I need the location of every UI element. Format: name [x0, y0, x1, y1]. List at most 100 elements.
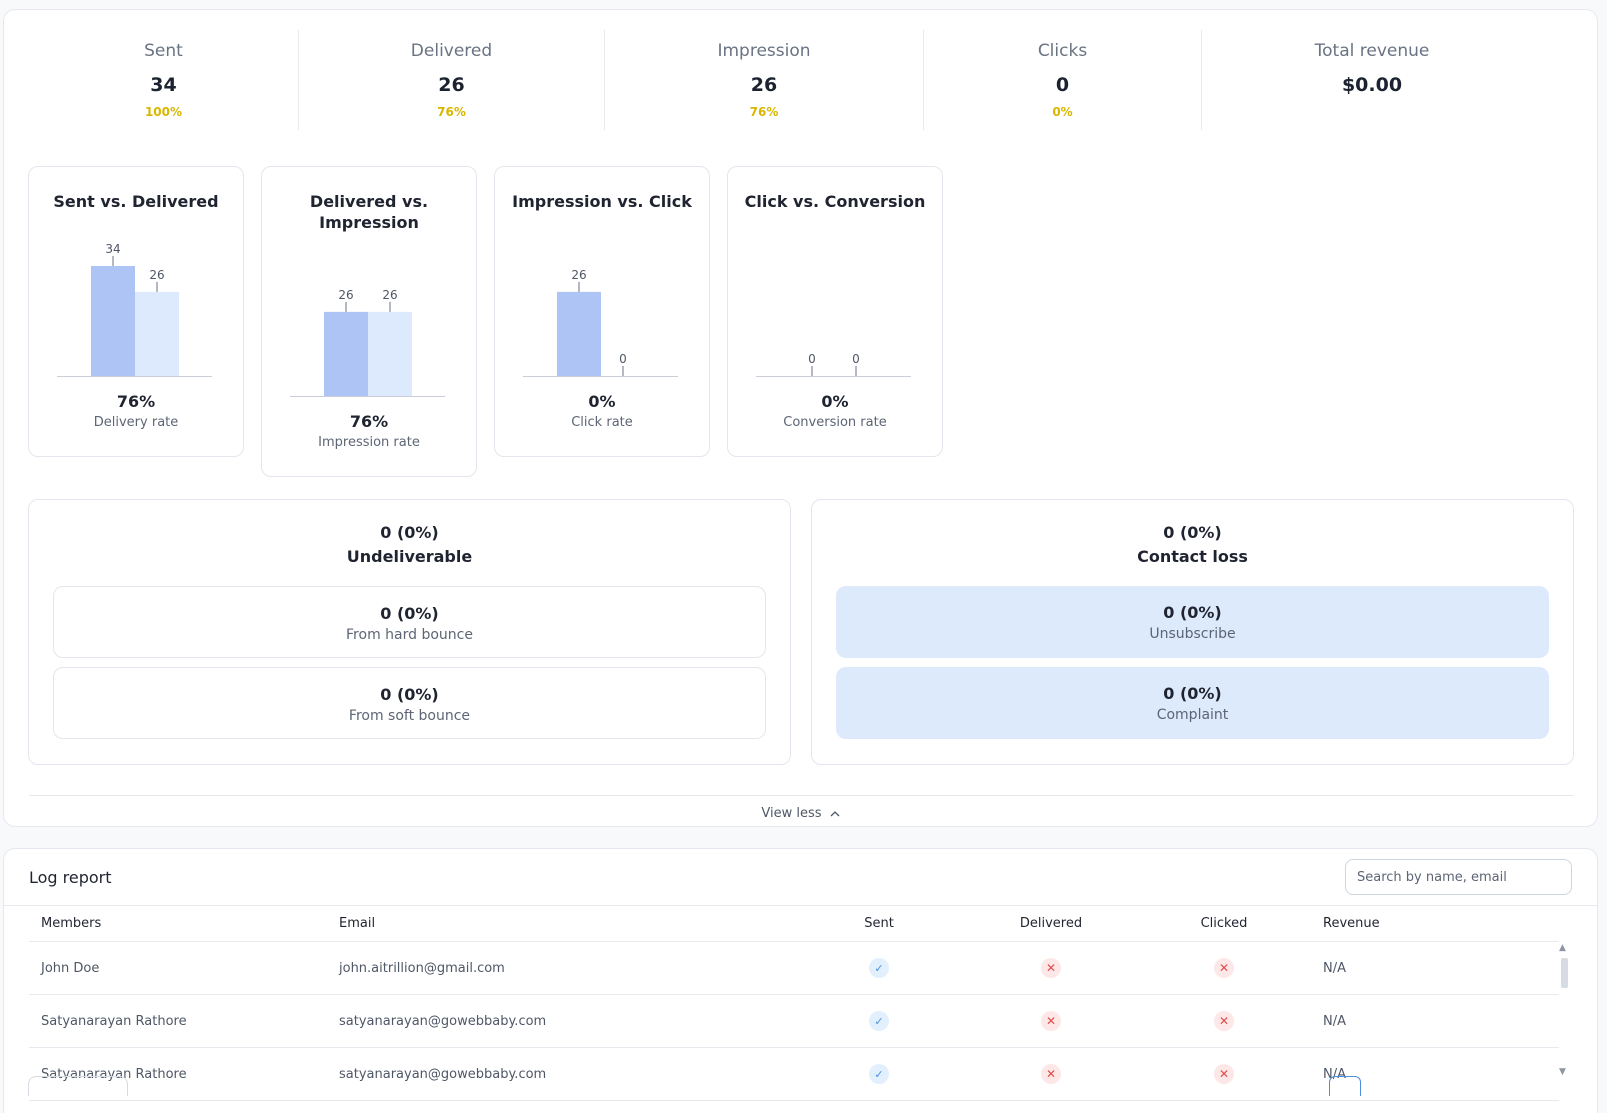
data-label: 0 [852, 352, 860, 366]
table-row[interactable]: Satyanarayan Rathore satyanarayan@gowebb… [29, 1048, 1559, 1101]
chart-delivered-vs-impression: Delivered vs. Impression 26 26 76% Impres… [261, 166, 477, 477]
check-icon: ✓ [869, 1011, 889, 1031]
divider [29, 795, 1574, 796]
log-report-title: Log report [29, 868, 112, 887]
cross-icon: ✕ [1214, 1064, 1234, 1084]
stat-value: 34 [150, 74, 177, 96]
complaint-item: 0 (0%) Complaint [836, 667, 1549, 739]
view-less-label: View less [761, 806, 822, 821]
view-less-toggle[interactable]: View less [4, 806, 1597, 821]
pagination-button[interactable] [1329, 1076, 1361, 1096]
column-header-revenue[interactable]: Revenue [1323, 915, 1380, 931]
stat-label: Impression [717, 41, 811, 61]
hard-bounce-item: 0 (0%) From hard bounce [53, 586, 766, 658]
member-email: satyanarayan@gowebbaby.com [339, 1013, 547, 1029]
delivered-cell: ✕ [1011, 942, 1091, 994]
undeliverable-count: 0 (0%) [380, 523, 439, 542]
rate-value: 0% [588, 392, 616, 411]
table-row[interactable]: Satyanarayan Rathore satyanarayan@gowebb… [29, 995, 1559, 1048]
table-row[interactable]: John Doe john.aitrillion@gmail.com ✓ ✕ ✕… [29, 942, 1559, 995]
data-label: 26 [338, 288, 353, 302]
check-icon: ✓ [869, 958, 889, 978]
scroll-down-arrow-icon[interactable]: ▼ [1559, 1067, 1566, 1077]
column-header-delivered[interactable]: Delivered [1019, 915, 1083, 931]
rate-label: Delivery rate [93, 415, 179, 430]
contact-loss-title: Contact loss [1137, 547, 1248, 566]
table-scrollbar[interactable]: ▲ ▼ [1559, 943, 1569, 1083]
log-table: Members Email Sent Delivered Clicked Rev… [29, 905, 1559, 1101]
item-value: 0 (0%) [380, 685, 439, 704]
column-header-email[interactable]: Email [339, 915, 376, 931]
stat-delivered: Delivered 26 76% [299, 30, 605, 130]
column-header-members[interactable]: Members [41, 915, 102, 931]
data-label: 26 [382, 288, 397, 302]
stat-label: Delivered [410, 41, 493, 61]
data-label: 26 [571, 268, 586, 282]
item-label: From soft bounce [348, 708, 471, 724]
column-header-sent[interactable]: Sent [864, 915, 894, 931]
member-name[interactable]: Satyanarayan Rathore [41, 1013, 187, 1029]
item-label: Unsubscribe [1149, 626, 1236, 642]
stat-sent: Sent 34 100% [29, 30, 299, 130]
page-size-select[interactable] [28, 1076, 128, 1096]
chart-impression-vs-click: Impression vs. Click 26 0 0% Click rate [494, 166, 710, 457]
data-label: 26 [149, 268, 164, 282]
check-icon: ✓ [869, 1064, 889, 1084]
stats-row: Sent 34 100% Delivered 26 76% Impression… [29, 30, 1574, 130]
sent-cell: ✓ [849, 995, 909, 1047]
item-label: Complaint [1156, 707, 1229, 723]
stat-value: 26 [750, 74, 778, 96]
chart-title: Impression vs. Click [512, 192, 692, 211]
bar-chart: 26 0 [523, 268, 678, 377]
scrollbar-thumb[interactable] [1561, 958, 1568, 988]
stat-clicks: Clicks 0 0% [924, 30, 1202, 130]
rate-label: Impression rate [318, 435, 420, 450]
bar-chart: 34 26 [57, 242, 212, 377]
clicked-cell: ✕ [1189, 1048, 1259, 1100]
cross-icon: ✕ [1041, 958, 1061, 978]
rate-value: 0% [821, 392, 849, 411]
data-label: 0 [619, 352, 627, 366]
bar-chart: 26 26 [290, 288, 445, 397]
bar-delivered [324, 311, 368, 396]
chevron-up-icon [830, 806, 840, 821]
chart-title: Sent vs. Delivered [53, 192, 219, 211]
stat-percent: 100% [144, 105, 183, 119]
revenue-value: N/A [1323, 1013, 1346, 1029]
sent-cell: ✓ [849, 942, 909, 994]
rate-value: 76% [349, 412, 389, 431]
column-header-clicked[interactable]: Clicked [1200, 915, 1248, 931]
scroll-up-arrow-icon[interactable]: ▲ [1559, 943, 1566, 953]
rate-label: Conversion rate [783, 415, 887, 430]
data-label: 0 [808, 352, 816, 366]
item-label: From hard bounce [346, 627, 473, 643]
chart-title: Click vs. Conversion [744, 192, 926, 211]
rate-value: 76% [116, 392, 156, 411]
rate-label: Click rate [571, 415, 633, 430]
cross-icon: ✕ [1214, 958, 1234, 978]
item-value: 0 (0%) [1163, 603, 1222, 622]
stat-percent: 0% [1052, 105, 1073, 119]
member-email: john.aitrillion@gmail.com [339, 960, 505, 976]
delivered-cell: ✕ [1011, 1048, 1091, 1100]
revenue-value: N/A [1323, 1066, 1346, 1082]
clicked-cell: ✕ [1189, 995, 1259, 1047]
log-report-card: Log report Members Email Sent Delivered … [3, 848, 1598, 1113]
member-name[interactable]: Satyanarayan Rathore [41, 1066, 187, 1082]
undeliverable-card: 0 (0%) Undeliverable 0 (0%) From hard bo… [28, 499, 791, 765]
search-input[interactable] [1345, 859, 1572, 895]
contact-loss-count: 0 (0%) [1163, 523, 1222, 542]
member-name[interactable]: John Doe [41, 960, 100, 976]
stat-label: Total revenue [1314, 41, 1430, 61]
stat-label: Clicks [1037, 41, 1088, 61]
item-value: 0 (0%) [1163, 684, 1222, 703]
unsubscribe-item: 0 (0%) Unsubscribe [836, 586, 1549, 658]
bar-sent [91, 266, 135, 376]
table-header-row: Members Email Sent Delivered Clicked Rev… [29, 905, 1559, 942]
revenue-value: N/A [1323, 960, 1346, 976]
stat-value: 26 [438, 74, 465, 96]
data-label: 34 [105, 242, 120, 256]
undeliverable-title: Undeliverable [346, 547, 473, 566]
divider [4, 905, 1597, 906]
